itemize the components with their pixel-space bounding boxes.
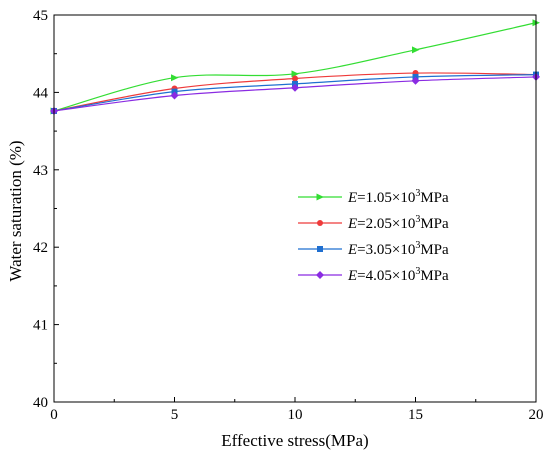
x-tick-label: 15 (408, 407, 423, 423)
x-tick-label: 5 (171, 407, 179, 423)
legend-swatch-marker (317, 246, 323, 252)
x-axis-title: Effective stress(MPa) (221, 431, 368, 450)
legend-label-sup: 3 (415, 188, 420, 199)
y-axis-title: Water saturation (%) (6, 140, 25, 281)
series-1-point (171, 74, 179, 82)
series-1 (50, 19, 540, 115)
legend-label-var: E (347, 216, 357, 232)
x-tick-label: 10 (288, 407, 303, 423)
series-4 (50, 72, 540, 115)
legend-swatch-marker (316, 271, 324, 279)
axes: 0 5 10 15 20 40 41 42 43 44 45 (33, 8, 544, 423)
series-4-point (291, 83, 299, 92)
series-1-line (53, 22, 537, 112)
legend-entry-3: E=3.05×103MPa (298, 240, 449, 258)
legend-label-unit: MPa (420, 242, 449, 258)
y-tick-label: 42 (33, 240, 48, 256)
series-4-point (411, 76, 420, 85)
plot-area (50, 19, 540, 115)
legend-label-mid: =1.05×10 (357, 190, 415, 206)
legend-label: E=1.05×103MPa (347, 188, 449, 206)
legend-swatch-marker (317, 220, 323, 226)
y-tick-label: 41 (33, 318, 48, 334)
legend-label-unit: MPa (420, 216, 449, 232)
legend-label-unit: MPa (420, 190, 449, 206)
x-tick-label: 20 (529, 407, 544, 423)
x-tick-label: 0 (50, 407, 58, 423)
legend-entry-2: E=2.05×103MPa (298, 214, 449, 232)
legend-label-sup: 3 (415, 214, 420, 225)
legend-label: E=3.05×103MPa (347, 240, 449, 258)
legend-label-var: E (347, 268, 357, 284)
series-2-point (292, 75, 298, 82)
legend-entry-4: E=4.05×103MPa (298, 266, 449, 284)
legend-label-var: E (347, 242, 357, 258)
legend-label-sup: 3 (415, 266, 420, 277)
legend-label-unit: MPa (420, 268, 449, 284)
series-1-point (412, 46, 420, 54)
series-1-point (291, 70, 299, 78)
legend-label-var: E (347, 190, 357, 206)
series-2 (51, 70, 539, 114)
legend-label: E=4.05×103MPa (347, 266, 449, 284)
legend-label-mid: =4.05×10 (357, 268, 415, 284)
legend-label: E=2.05×103MPa (347, 214, 449, 232)
y-tick-label: 44 (33, 85, 49, 101)
y-tick-label: 45 (33, 8, 48, 24)
legend-label-mid: =3.05×10 (357, 242, 415, 258)
legend-label-sup: 3 (415, 240, 420, 251)
series-4-point (170, 91, 179, 100)
legend-entry-1: E=1.05×103MPa (298, 188, 449, 206)
legend: E=1.05×103MPaE=2.05×103MPaE=3.05×103MPaE… (298, 188, 449, 284)
legend-swatch-marker (316, 193, 324, 201)
y-tick-label: 43 (33, 163, 48, 179)
legend-label-mid: =2.05×10 (357, 216, 415, 232)
y-tick-label: 40 (33, 395, 48, 411)
